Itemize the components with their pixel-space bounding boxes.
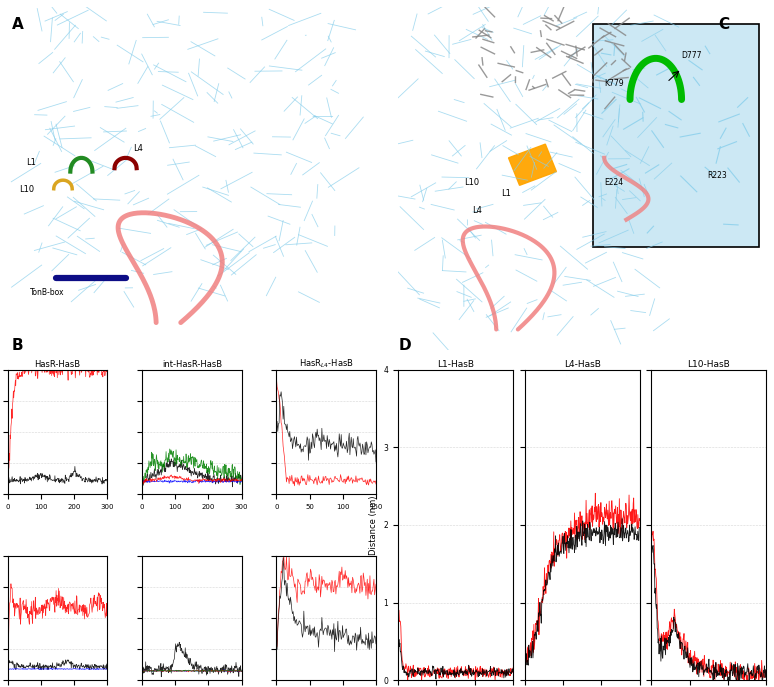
Text: D: D bbox=[399, 339, 411, 353]
Text: L1: L1 bbox=[26, 158, 36, 167]
Title: HasR$_{L4}$-HasB: HasR$_{L4}$-HasB bbox=[299, 357, 354, 370]
Title: L4-HasB: L4-HasB bbox=[563, 360, 601, 369]
Text: R223: R223 bbox=[707, 172, 727, 181]
Text: D777: D777 bbox=[682, 52, 702, 60]
Text: L10: L10 bbox=[464, 179, 479, 188]
Title: L10-HasB: L10-HasB bbox=[687, 360, 730, 369]
Text: L1: L1 bbox=[501, 189, 511, 198]
Title: int-HasR-HasB: int-HasR-HasB bbox=[162, 360, 222, 369]
Title: HasR-HasB: HasR-HasB bbox=[34, 360, 80, 369]
Text: L4: L4 bbox=[471, 206, 481, 215]
Text: L4: L4 bbox=[133, 144, 143, 153]
Text: A: A bbox=[12, 17, 23, 32]
Text: K779: K779 bbox=[604, 79, 624, 88]
Title: L1-HasB: L1-HasB bbox=[437, 360, 474, 369]
Text: B: B bbox=[12, 339, 23, 353]
Polygon shape bbox=[509, 144, 557, 185]
Text: C: C bbox=[718, 17, 730, 32]
FancyBboxPatch shape bbox=[593, 24, 759, 247]
Text: E224: E224 bbox=[604, 179, 623, 188]
Text: L10: L10 bbox=[19, 185, 34, 194]
Text: TonB-box: TonB-box bbox=[30, 288, 64, 297]
Y-axis label: Distance (nm): Distance (nm) bbox=[369, 495, 378, 554]
